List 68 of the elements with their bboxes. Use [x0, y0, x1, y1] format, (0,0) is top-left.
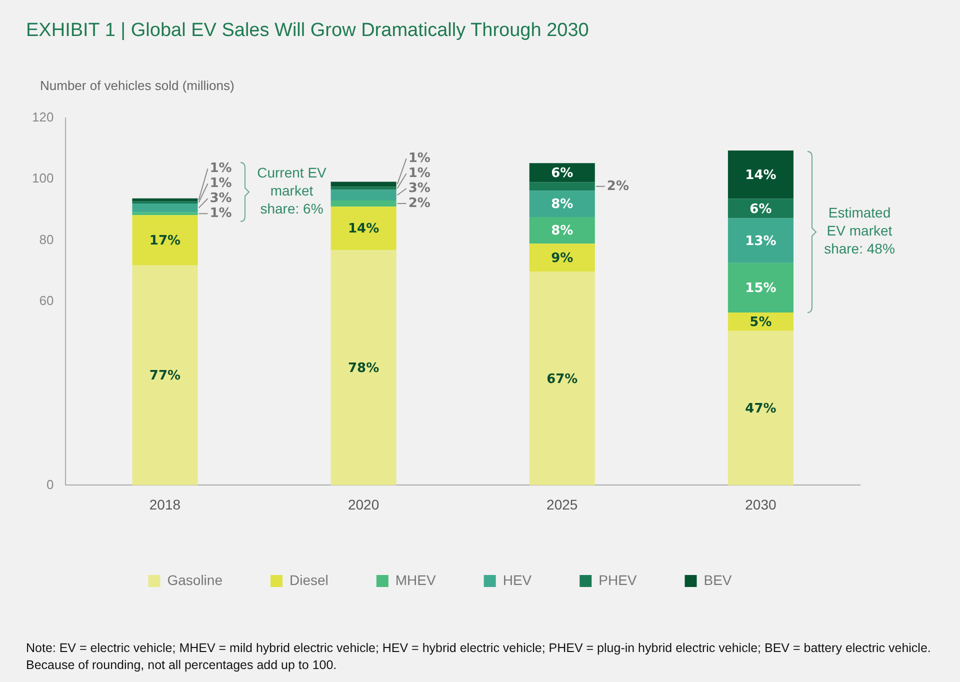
- legend-label: Diesel: [289, 572, 328, 588]
- bar: [728, 312, 794, 331]
- annotation: 47%: [745, 401, 776, 416]
- annotation: 15%: [745, 281, 776, 296]
- legend-label: MHEV: [395, 572, 437, 588]
- bar: [529, 217, 595, 244]
- bar: [728, 330, 794, 486]
- chart-title: EXHIBIT 1 | Global EV Sales Will Grow Dramatically Through 2030: [26, 20, 589, 42]
- legend-label: Gasoline: [167, 572, 223, 588]
- bar: [529, 244, 595, 272]
- annotation: 3%: [408, 180, 430, 196]
- annotation: 5%: [750, 315, 772, 330]
- bar: [529, 163, 595, 182]
- legend-label: BEV: [704, 572, 732, 588]
- annotation: 67%: [546, 372, 578, 387]
- y-tick-label: 0: [46, 476, 54, 492]
- bar: [132, 265, 198, 486]
- bar: [330, 250, 396, 486]
- annotation: 14%: [348, 222, 380, 237]
- annotation: 8%: [551, 224, 574, 239]
- y-axis-title: Number of vehicles sold (millions): [40, 78, 234, 93]
- bar: [529, 190, 595, 217]
- bar: [330, 206, 396, 250]
- annotation: 1%: [210, 176, 232, 192]
- bar: [728, 218, 794, 263]
- annotation: 1%: [408, 166, 430, 181]
- annotation: 2%: [606, 178, 629, 194]
- bar: [132, 201, 198, 204]
- x-tick-label: 2025: [546, 496, 578, 512]
- y-tick-label: 80: [39, 232, 54, 247]
- annotation: 14%: [745, 168, 776, 183]
- bar: [132, 204, 198, 212]
- annotation: 3%: [210, 191, 232, 206]
- y-tick-label: 120: [32, 109, 54, 124]
- annotation: 1%: [210, 161, 232, 176]
- x-tick-label: 2030: [745, 496, 776, 512]
- bar: [132, 215, 198, 266]
- annotation: 2%: [408, 196, 430, 211]
- bar: [728, 150, 794, 199]
- annotation: 13%: [745, 234, 776, 249]
- annotation: 77%: [149, 368, 181, 384]
- bar: [132, 212, 198, 216]
- legend-label: PHEV: [598, 572, 638, 588]
- bar: [529, 182, 595, 191]
- bar: [728, 198, 794, 218]
- legend-label: HEV: [502, 572, 532, 588]
- bar: [132, 198, 198, 202]
- annotation: 9%: [551, 251, 574, 266]
- annotation: 8%: [551, 197, 574, 212]
- x-tick-label: 2020: [348, 496, 380, 512]
- text: Note: EV = electric vehicle; MHEV = mild hybrid electric vehicle; HEV = hybrid electric vehicle; PHEV = plug-in hybrid electric vehicle; BEV = battery electric vehicle. Because of rounding, not all percentages add up to 100.: [26, 640, 932, 674]
- annotation: 1%: [408, 150, 430, 166]
- bar: [330, 190, 396, 200]
- x-tick-label: 2018: [149, 496, 181, 512]
- annotation: 17%: [149, 234, 181, 249]
- bar: [330, 182, 396, 187]
- annotation: 6%: [750, 202, 772, 217]
- annotation: 1%: [210, 206, 232, 222]
- y-tick-label: 60: [39, 293, 54, 308]
- annotation: 78%: [348, 361, 380, 376]
- bar: [330, 186, 396, 190]
- annotation: 6%: [551, 166, 574, 181]
- y-tick-label: 100: [32, 170, 54, 186]
- bar: [330, 200, 396, 207]
- bar: [728, 262, 794, 313]
- annotation: Current EV market share: 6%: [257, 164, 328, 216]
- annotation: Estimated EV market share: 48%: [824, 204, 895, 256]
- bar: [529, 272, 595, 486]
